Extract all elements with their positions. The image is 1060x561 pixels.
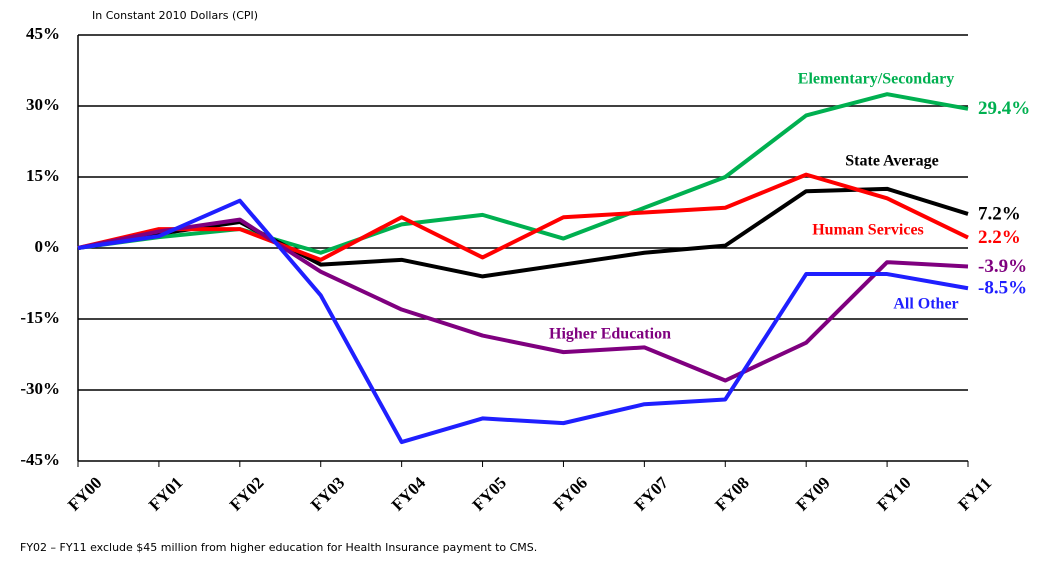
series-label: State Average <box>845 153 938 170</box>
value-label: 7.2% <box>978 203 1021 224</box>
x-tick-label: FY00 <box>64 473 105 514</box>
y-tick-label: -30% <box>20 379 60 398</box>
y-tick-label: -15% <box>20 308 60 327</box>
series-label: Elementary/Secondary <box>798 71 954 88</box>
value-label: 2.2% <box>978 227 1021 248</box>
y-tick-label: 0% <box>35 237 61 256</box>
x-tick-label: FY10 <box>873 473 914 514</box>
value-label: 29.4% <box>978 98 1030 119</box>
series-line <box>77 172 969 262</box>
value-label: -8.5% <box>978 278 1027 299</box>
footnote: FY02 – FY11 exclude $45 million from hig… <box>20 541 537 554</box>
x-tick-label: FY01 <box>145 473 186 514</box>
series-label: All Other <box>893 296 958 313</box>
chart-subtitle: In Constant 2010 Dollars (CPI) <box>92 9 258 22</box>
x-tick-label: FY07 <box>630 473 672 515</box>
y-tick-label: 30% <box>26 95 60 114</box>
x-tick-label: FY11 <box>954 473 995 514</box>
x-tick-label: FY06 <box>550 473 591 514</box>
x-tick-label: FY05 <box>469 473 510 514</box>
series-label: Human Services <box>812 222 924 239</box>
x-tick-label: FY08 <box>711 473 752 514</box>
x-tick-label: FY03 <box>307 473 348 514</box>
series-line <box>77 198 969 445</box>
y-tick-label: 15% <box>26 166 60 185</box>
x-tick-label: FY04 <box>388 473 430 515</box>
value-label: -3.9% <box>978 256 1027 277</box>
x-tick-label: FY02 <box>226 473 267 514</box>
y-tick-label: -45% <box>20 450 60 469</box>
x-tick-label: FY09 <box>792 473 833 514</box>
series-line <box>77 186 969 279</box>
series-line <box>77 217 969 383</box>
y-tick-label: 45% <box>26 24 60 43</box>
series-label: Higher Education <box>549 326 671 343</box>
